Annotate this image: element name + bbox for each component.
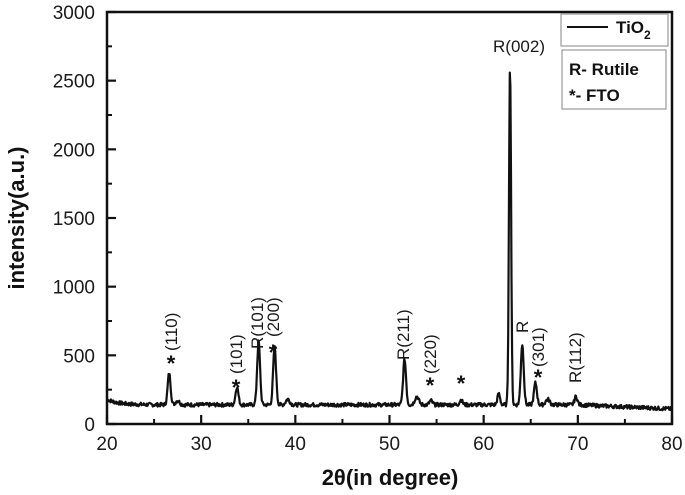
fto-star-marker: *	[426, 373, 435, 398]
y-tick-label: 2500	[53, 72, 95, 93]
peak-label-r002: R(002)	[493, 37, 545, 56]
peak-label-r112: R(112)	[566, 332, 585, 383]
fto-star-marker: *	[457, 371, 466, 396]
x-tick-label: 60	[473, 434, 494, 455]
x-tick-label: 30	[191, 434, 212, 455]
y-tick-label: 0	[84, 415, 95, 436]
legend: TiO2 R- Rutile *- FTO	[560, 13, 669, 110]
peak-annotations: *(110)*(101)R(101)*(200) R(211)*(220)*R(0…	[162, 37, 585, 400]
y-tick-label: 1500	[53, 209, 95, 230]
fto-star-marker: *	[167, 351, 176, 376]
x-tick-label: 20	[96, 434, 117, 455]
y-tick-label: 500	[63, 346, 95, 367]
peak-label-r-64: R	[513, 321, 532, 333]
fto-star-marker: *	[534, 365, 543, 390]
fto-star-marker: *	[269, 340, 278, 365]
legend-series-box	[560, 13, 669, 47]
x-tick-label: 50	[379, 434, 400, 455]
x-tick-label: 40	[285, 434, 306, 455]
legend-note-fto: *- FTO	[569, 86, 620, 105]
peak-label-r211: R(211)	[394, 309, 413, 360]
peak-label-301: (301)	[529, 327, 548, 367]
plot-frame	[105, 10, 674, 426]
legend-series-label: TiO2	[616, 18, 651, 42]
fto-star-marker: *	[232, 375, 241, 400]
peak-label-101-fto: (101)	[227, 334, 246, 374]
y-axis-title: intensity(a.u.)	[4, 146, 29, 289]
legend-note-rutile: R- Rutile	[569, 60, 639, 79]
y-axis-ticks: 0 500 1000 1500 2000 2500 3000	[53, 3, 116, 436]
peak-label-r101: R(101)	[248, 297, 267, 349]
x-axis-ticks: 20 30 40 50 60 70 80	[96, 415, 683, 455]
peak-label-200: (200)	[264, 297, 283, 337]
tio2-xrd-curve	[106, 71, 673, 412]
x-tick-label: 70	[567, 434, 588, 455]
x-tick-label: 80	[661, 434, 682, 455]
peak-label-220: (220)	[421, 334, 440, 374]
y-tick-label: 2000	[53, 140, 95, 161]
peak-label-110: (110)	[162, 313, 181, 351]
x-axis-title: 2θ(in degree)	[322, 465, 459, 490]
legend-notes-box	[561, 49, 667, 110]
y-tick-label: 1000	[53, 278, 95, 299]
y-tick-label: 3000	[53, 3, 95, 24]
